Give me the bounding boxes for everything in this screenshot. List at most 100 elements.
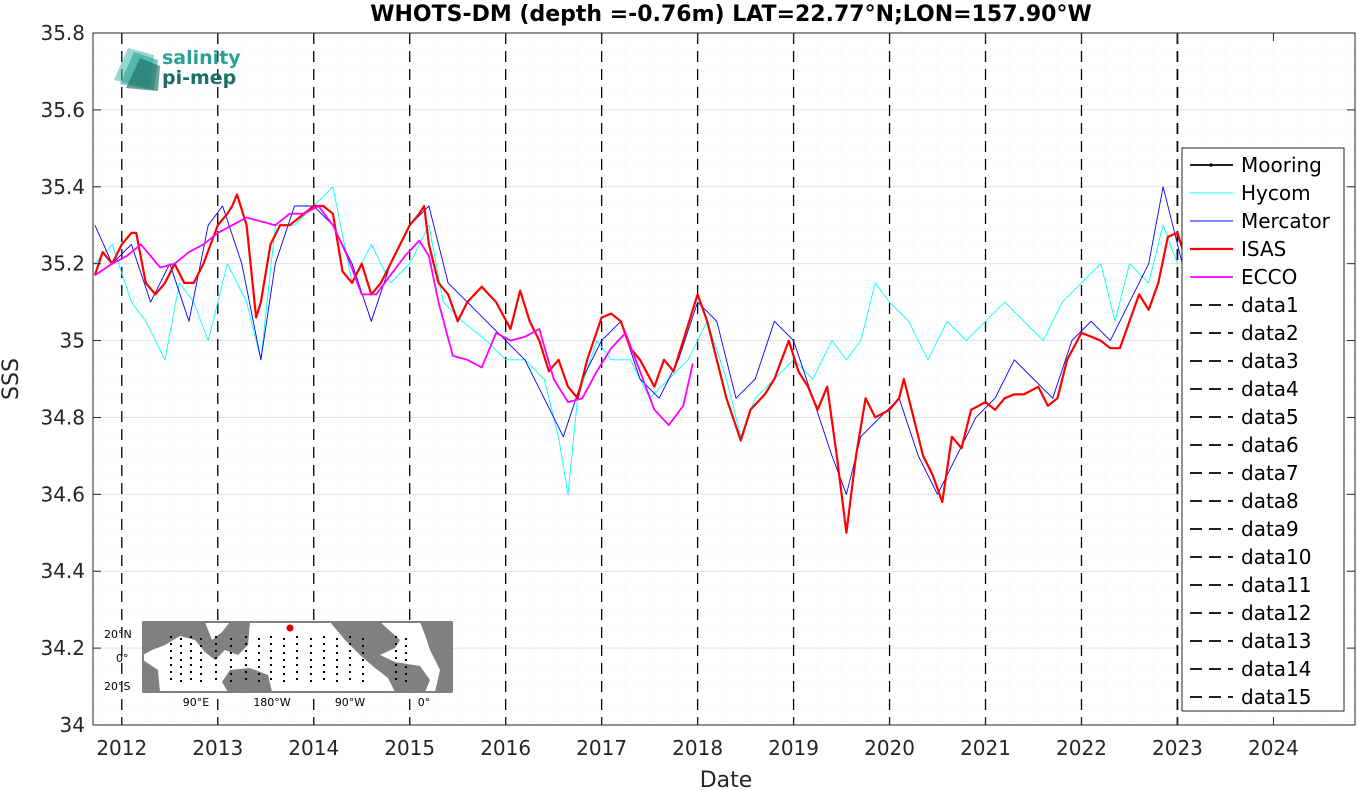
legend-label-data10: data10: [1241, 545, 1312, 569]
inset-station-dot: [336, 645, 338, 647]
x-tick-label: 2019: [768, 736, 819, 760]
x-tick-label: 2023: [1152, 736, 1203, 760]
series-mercator: [94, 186, 1183, 495]
x-tick-label: 2012: [96, 736, 147, 760]
y-tick-label: 35.8: [40, 21, 85, 45]
inset-station-dot: [215, 664, 217, 666]
inset-station-dot: [270, 650, 272, 652]
inset-station-dot: [336, 673, 338, 675]
x-tick-label: 2017: [576, 736, 627, 760]
inset-station-dot: [270, 636, 272, 638]
y-tick-label: 35.2: [40, 252, 85, 276]
inset-station-dot: [405, 666, 407, 668]
y-tick-label: 34.6: [40, 482, 85, 506]
inset-station-dot: [245, 643, 247, 645]
inset-station-dot: [200, 666, 202, 668]
inset-station-dot: [323, 671, 325, 673]
inset-station-dot: [336, 666, 338, 668]
inset-station-dot: [296, 657, 298, 659]
inset-station-dot: [258, 666, 260, 668]
inset-map: 20°N 0° 20°S 90°E 180°W 90°W 0°: [104, 621, 453, 709]
inset-station-dot: [362, 680, 364, 682]
inset-station-dot: [230, 659, 232, 661]
y-tick-label: 34: [60, 713, 85, 737]
x-tick-label: 2016: [480, 736, 531, 760]
inset-map-landmass-africa-east: [420, 622, 452, 692]
inset-station-dot: [362, 652, 364, 654]
inset-station-dot: [215, 671, 217, 673]
inset-station-dot: [362, 673, 364, 675]
inset-station-dot: [405, 652, 407, 654]
inset-station-dot: [395, 657, 397, 659]
x-tick-label: 2015: [384, 736, 435, 760]
inset-station-dot: [245, 678, 247, 680]
inset-station-dot: [310, 666, 312, 668]
inset-lat-label-0: 0°: [116, 652, 129, 665]
inset-station-dot: [310, 638, 312, 640]
x-axis-ticks: 2012 2013 2014 2015 2016 2017 2018 2019 2020 2021…: [96, 33, 1299, 760]
inset-map-landmass-africa: [143, 660, 160, 692]
inset-station-dot: [230, 645, 232, 647]
inset-station-dot: [405, 659, 407, 661]
inset-station-dot: [190, 678, 192, 680]
legend-label-data1: data1: [1241, 293, 1299, 317]
legend-label-data3: data3: [1241, 349, 1299, 373]
inset-station-dot: [336, 659, 338, 661]
series-lines: [93, 186, 1189, 534]
inset-station-dot: [349, 671, 351, 673]
legend-label-data6: data6: [1241, 433, 1299, 457]
x-tick-label: 2022: [1056, 736, 1107, 760]
inset-station-dot: [180, 659, 182, 661]
inset-station-dot: [230, 673, 232, 675]
inset-station-dot: [323, 664, 325, 666]
inset-lat-label-20s: 20°S: [104, 680, 130, 693]
x-tick-label: 2024: [1248, 736, 1299, 760]
inset-map-station-dots: [170, 636, 407, 682]
inset-station-dot: [180, 638, 182, 640]
inset-station-dot: [395, 650, 397, 652]
inset-station-dot: [323, 657, 325, 659]
inset-station-dot: [200, 652, 202, 654]
inset-station-dot: [190, 650, 192, 652]
inset-station-dot: [270, 657, 272, 659]
inset-map-mooring-marker: [286, 624, 294, 632]
x-tick-label: 2014: [288, 736, 339, 760]
x-tick-label: 2020: [864, 736, 915, 760]
inset-station-dot: [349, 657, 351, 659]
inset-station-dot: [283, 638, 285, 640]
inset-station-dot: [215, 657, 217, 659]
y-tick-label: 35.4: [40, 175, 85, 199]
inset-station-dot: [310, 652, 312, 654]
inset-station-dot: [323, 650, 325, 652]
inset-station-dot: [336, 652, 338, 654]
legend-box: [1181, 147, 1345, 712]
y-tick-label: 34.8: [40, 405, 85, 429]
inset-map-landmass-asia: [143, 622, 250, 660]
y-axis-label: SSS: [0, 358, 24, 400]
inset-station-dot: [395, 636, 397, 638]
legend-label-data12: data12: [1241, 601, 1312, 625]
legend-label-data5: data5: [1241, 405, 1299, 429]
inset-station-dot: [296, 664, 298, 666]
inset-station-dot: [336, 638, 338, 640]
inset-station-dot: [349, 650, 351, 652]
legend-label-mercator: Mercator: [1241, 209, 1331, 233]
inset-station-dot: [323, 643, 325, 645]
inset-station-dot: [230, 666, 232, 668]
legend-marker-dot: [1209, 163, 1213, 167]
inset-station-dot: [245, 657, 247, 659]
inset-station-dot: [296, 671, 298, 673]
inset-station-dot: [270, 643, 272, 645]
legend-label-data14: data14: [1241, 657, 1312, 681]
inset-station-dot: [190, 664, 192, 666]
legend-label-data11: data11: [1241, 573, 1312, 597]
inset-station-dot: [283, 645, 285, 647]
inset-station-dot: [170, 671, 172, 673]
inset-station-dot: [270, 664, 272, 666]
inset-station-dot: [190, 657, 192, 659]
inset-station-dot: [170, 636, 172, 638]
inset-station-dot: [258, 645, 260, 647]
inset-station-dot: [362, 659, 364, 661]
inset-station-dot: [215, 678, 217, 680]
y-tick-label: 34.2: [40, 636, 85, 660]
